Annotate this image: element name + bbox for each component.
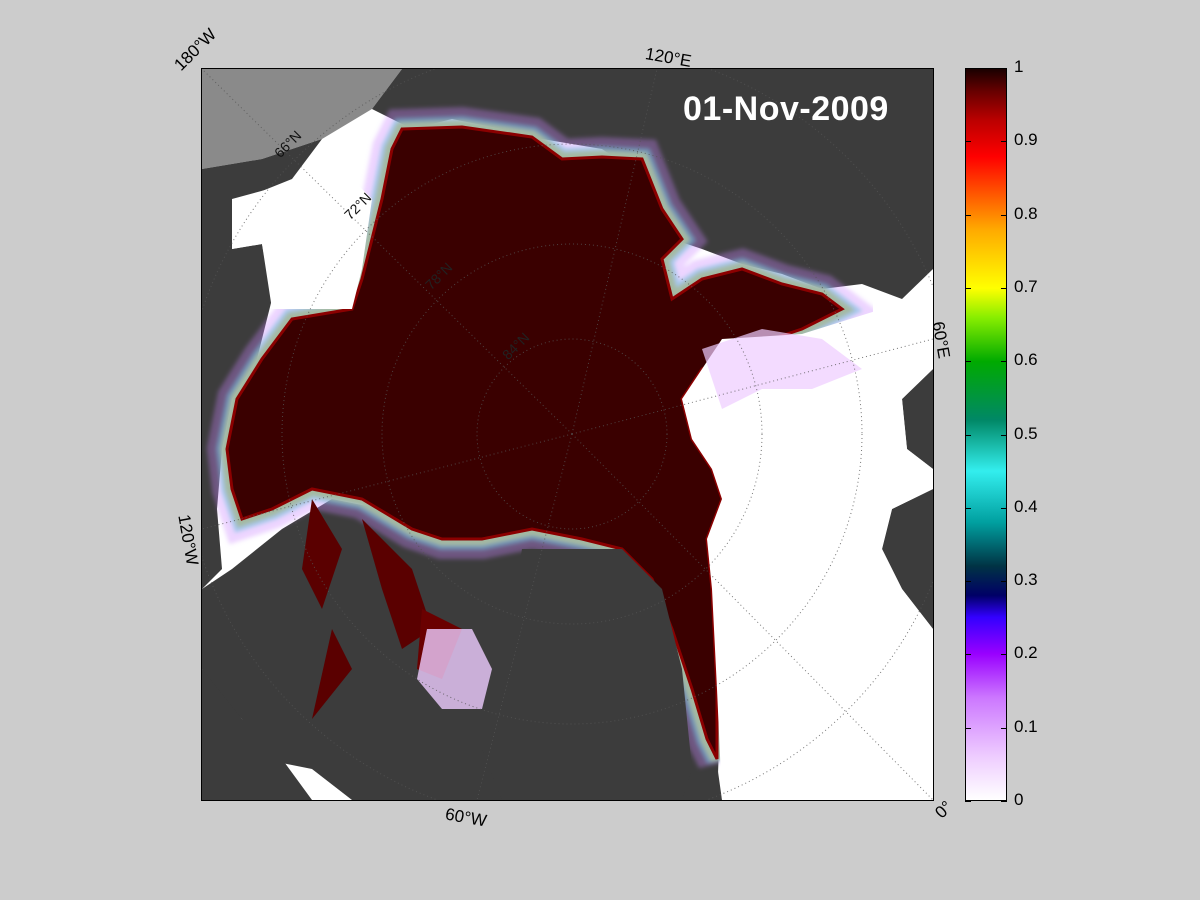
colorbar-tick-mark <box>1001 507 1007 509</box>
land-alaska <box>202 139 322 589</box>
chukchi-open-water <box>232 169 372 309</box>
kara-low-ice <box>702 329 862 409</box>
pack-ice <box>225 125 845 760</box>
colorbar-tick-label: 0.3 <box>1014 570 1038 590</box>
lon-label-60w: 60°W <box>443 804 489 831</box>
colorbar-tick-label: 0.4 <box>1014 496 1038 516</box>
colorbar-tick-mark <box>965 801 971 802</box>
colorbar-tick-label: 0.7 <box>1014 276 1038 296</box>
colorbar-tick-mark <box>1001 801 1007 802</box>
colorbar-tick-label: 0.6 <box>1014 350 1038 370</box>
colorbar-tick-mark <box>965 361 971 363</box>
barents-open-water <box>682 299 933 800</box>
land-greenland <box>482 549 692 800</box>
colorbar-tick-label: 0.2 <box>1014 643 1038 663</box>
colorbar-tick-label: 0 <box>1014 790 1024 809</box>
land-far <box>202 69 402 169</box>
colorbar-tick-mark <box>965 654 971 656</box>
sea-ice-map <box>201 68 934 801</box>
colorbar-tick-mark <box>965 727 971 729</box>
colorbar-tick-mark <box>965 507 971 509</box>
land-europe <box>882 489 933 629</box>
colorbar-tick-mark <box>1001 214 1007 216</box>
colorbar-tick-mark <box>1001 727 1007 729</box>
lon-label-0: 0° <box>931 797 957 823</box>
colorbar-tick-mark <box>965 141 971 143</box>
colorbar-tick-mark <box>1001 141 1007 143</box>
colorbar-tick-mark <box>965 434 971 436</box>
land-labrador <box>202 669 312 800</box>
colorbar-tick-mark <box>965 68 971 69</box>
colorbar-tick-mark <box>965 214 971 216</box>
colorbar-tick-mark <box>1001 581 1007 583</box>
archipelago-ice-2 <box>362 519 432 649</box>
colorbar-tick-mark <box>1001 287 1007 289</box>
lon-label-120w: 120°W <box>174 513 202 567</box>
land-norway <box>902 369 933 469</box>
colorbar-tick-mark <box>965 287 971 289</box>
colorbar <box>965 68 1007 801</box>
colorbar-tick-mark <box>1001 654 1007 656</box>
colorbar-tick-mark <box>1001 68 1007 69</box>
colorbar-tick-mark <box>1001 434 1007 436</box>
baffin-low-ice <box>417 629 492 709</box>
colorbar-tick-label: 0.8 <box>1014 203 1038 223</box>
colorbar-tick-mark <box>1001 361 1007 363</box>
colorbar-tick-mark <box>965 581 971 583</box>
colorbar-tick-label: 0.1 <box>1014 716 1038 736</box>
colorbar-tick-label: 1 <box>1014 57 1024 76</box>
colorbar-tick-label: 0.5 <box>1014 423 1038 443</box>
map-canvas <box>202 69 933 800</box>
archipelago-ice-1 <box>302 499 352 719</box>
graticule <box>202 69 933 800</box>
colorbar-tick-label: 0.9 <box>1014 130 1038 150</box>
date-label: 01-Nov-2009 <box>683 90 889 128</box>
